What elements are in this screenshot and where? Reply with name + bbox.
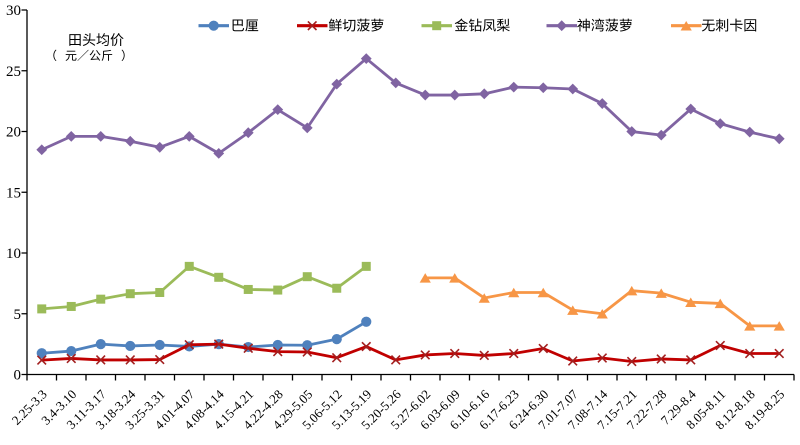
svg-text:5: 5 [14,307,22,323]
svg-text:20: 20 [6,125,21,141]
svg-text:15: 15 [6,185,21,201]
svg-text:0: 0 [14,368,22,384]
svg-text:25: 25 [6,64,21,80]
svg-text:30: 30 [6,3,21,19]
svg-text:10: 10 [6,246,21,262]
